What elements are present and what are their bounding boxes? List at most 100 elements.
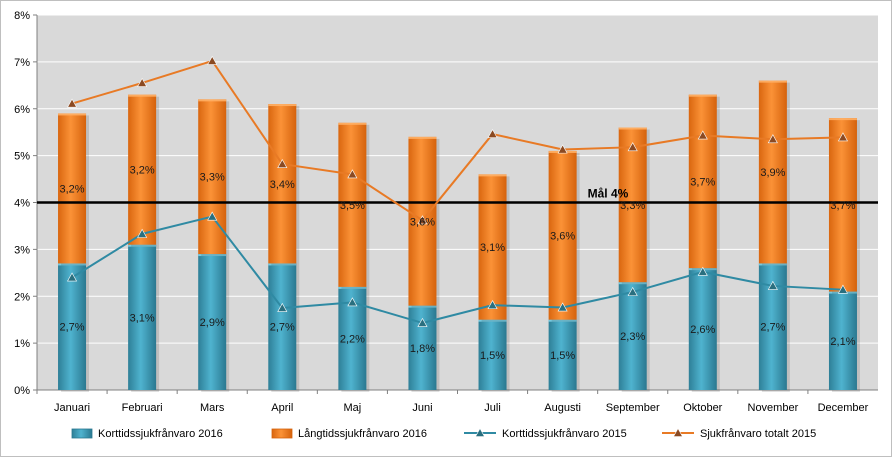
bar-short-term-2016 — [688, 268, 717, 390]
bar-top-highlight — [408, 136, 437, 139]
bar-top-highlight — [548, 319, 577, 322]
marker-short-term-2015 — [557, 302, 568, 312]
x-category-label: September — [606, 402, 660, 414]
target-label: Mål 4% — [588, 187, 629, 201]
bar-long-term-2016 — [828, 118, 857, 292]
bar-short-term-2016 — [268, 263, 297, 390]
data-label-long-term-2016: 3,2% — [130, 165, 155, 177]
bar-long-term-2016 — [128, 94, 157, 245]
bar-long-term-2016 — [268, 104, 297, 264]
data-label-long-term-2016: 3,1% — [480, 242, 505, 254]
marker-total-2015 — [417, 215, 428, 225]
bar-long-term-2016 — [58, 113, 87, 264]
y-tick-label: 3% — [14, 244, 30, 256]
bar-top-highlight — [478, 319, 507, 322]
bar-top-highlight — [618, 127, 647, 130]
bar-long-term-2016 — [618, 127, 647, 283]
bar-top-highlight — [618, 282, 647, 285]
marker-short-term-2015 — [487, 300, 498, 310]
legend-swatch — [71, 428, 93, 439]
marker-short-term-2015 — [277, 302, 288, 312]
data-label-short-term-2016: 2,3% — [620, 331, 645, 343]
data-label-long-term-2016: 3,7% — [830, 200, 855, 212]
legend-label: Långtidssjukfrånvaro 2016 — [298, 428, 427, 440]
bar-top-highlight — [128, 94, 157, 97]
legend-item-total-2015: Sjukfrånvaro totalt 2015 — [662, 427, 816, 440]
marker-short-term-2015 — [347, 297, 358, 307]
data-label-short-term-2016: 2,7% — [760, 322, 785, 334]
bar-top-highlight — [198, 254, 227, 257]
legend-swatch — [271, 428, 293, 439]
marker-total-2015 — [137, 77, 148, 87]
marker-short-term-2015 — [697, 266, 708, 276]
bar-top-highlight — [758, 263, 787, 266]
marker-total-2015 — [557, 144, 568, 154]
marker-short-term-2015 — [207, 211, 218, 221]
legend-label: Korttidssjukfrånvaro 2015 — [502, 428, 627, 440]
bar-long-term-2016 — [548, 150, 577, 320]
data-label-short-term-2016: 1,5% — [550, 350, 575, 362]
bar-short-term-2016 — [548, 319, 577, 390]
bar-top-highlight — [198, 99, 227, 102]
data-label-long-term-2016: 3,4% — [270, 179, 295, 191]
bar-top-highlight — [268, 263, 297, 266]
data-label-long-term-2016: 3,6% — [410, 216, 435, 228]
y-tick-label: 2% — [14, 291, 30, 303]
data-label-short-term-2016: 1,5% — [480, 350, 505, 362]
x-category-label: Juli — [484, 402, 501, 414]
y-tick-label: 6% — [14, 104, 30, 116]
bar-long-term-2016 — [478, 174, 507, 320]
bar-top-highlight — [268, 104, 297, 107]
marker-total-2015 — [67, 98, 78, 108]
bar-top-highlight — [58, 113, 87, 116]
bar-top-highlight — [338, 286, 367, 289]
legend-item-short-term-2015: Korttidssjukfrånvaro 2015 — [464, 427, 627, 440]
data-label-short-term-2016: 2,7% — [270, 322, 295, 334]
x-category-label: Oktober — [683, 402, 722, 414]
marker-total-2015 — [627, 142, 638, 152]
bar-top-highlight — [128, 244, 157, 247]
x-category-label: Februari — [122, 402, 163, 414]
x-category-label: November — [748, 402, 799, 414]
x-category-label: Maj — [344, 402, 362, 414]
data-label-short-term-2016: 2,1% — [830, 336, 855, 348]
bar-short-term-2016 — [618, 282, 647, 390]
x-category-label: December — [818, 402, 869, 414]
y-tick-label: 7% — [14, 57, 30, 69]
bar-top-highlight — [478, 174, 507, 177]
marker-short-term-2015 — [767, 280, 778, 290]
bar-short-term-2016 — [478, 319, 507, 390]
marker-total-2015 — [697, 130, 708, 140]
bar-top-highlight — [758, 80, 787, 83]
data-label-short-term-2016: 2,6% — [690, 324, 715, 336]
marker-total-2015 — [767, 134, 778, 144]
bar-long-term-2016 — [688, 94, 717, 269]
x-category-label: Juni — [412, 402, 432, 414]
x-category-label: Januari — [54, 402, 90, 414]
data-label-long-term-2016: 3,3% — [200, 172, 225, 184]
x-category-label: Augusti — [544, 402, 581, 414]
marker-total-2015 — [277, 158, 288, 168]
data-label-long-term-2016: 3,2% — [60, 183, 85, 195]
data-label-short-term-2016: 1,8% — [410, 343, 435, 355]
marker-total-2015 — [347, 169, 358, 179]
legend-item-long-term-2016: Långtidssjukfrånvaro 2016 — [271, 428, 427, 440]
marker-total-2015 — [837, 132, 848, 142]
bar-short-term-2016 — [58, 263, 87, 390]
legend-item-short-term-2016: Korttidssjukfrånvaro 2016 — [71, 428, 223, 440]
legend-label: Sjukfrånvaro totalt 2015 — [700, 428, 816, 440]
line-short-term-2015 — [71, 215, 844, 324]
marker-short-term-2015 — [67, 272, 78, 282]
data-label-long-term-2016: 3,6% — [550, 230, 575, 242]
data-label-long-term-2016: 3,3% — [620, 200, 645, 212]
line-total-2015 — [71, 59, 843, 222]
legend-marker — [474, 427, 486, 437]
marker-short-term-2015 — [837, 284, 848, 294]
bar-top-highlight — [408, 305, 437, 308]
data-label-short-term-2016: 3,1% — [130, 312, 155, 324]
bar-top-highlight — [338, 122, 367, 125]
bar-short-term-2016 — [828, 291, 857, 390]
y-tick-label: 8% — [14, 10, 30, 22]
